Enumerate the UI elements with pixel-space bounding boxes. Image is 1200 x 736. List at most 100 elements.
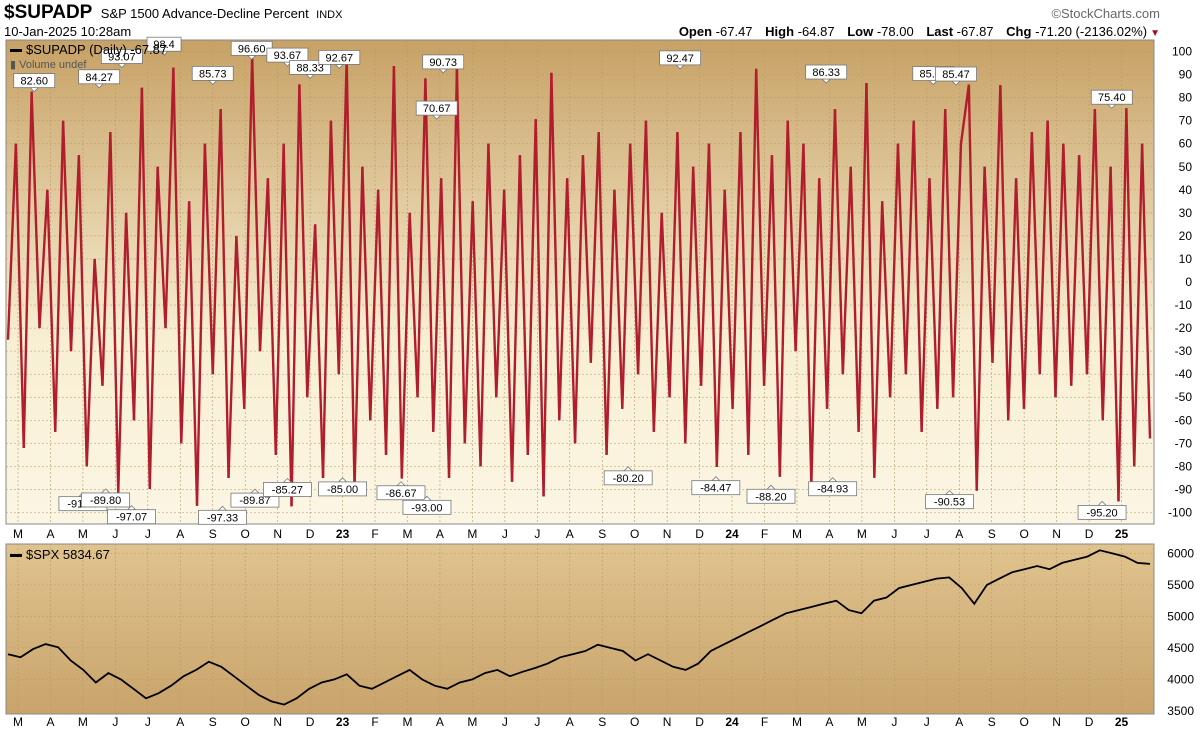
upper-x-tick-label: A xyxy=(825,527,833,541)
upper-x-tick-label: J xyxy=(924,527,930,541)
annotation-box xyxy=(266,47,309,63)
lower-series-line xyxy=(7,549,1151,706)
annotation-label: -80.20 xyxy=(613,473,644,485)
lower-plot-area xyxy=(5,543,1155,715)
annotation-box xyxy=(422,54,465,70)
upper-series-segment xyxy=(888,143,900,398)
lower-x-tick-label: D xyxy=(1085,715,1094,729)
upper-series-segment xyxy=(967,84,978,491)
upper-series-segment xyxy=(1046,120,1057,398)
annotation-label: -89.87 xyxy=(239,495,270,507)
annotation-label: 98.4 xyxy=(153,39,174,51)
upper-series-segment xyxy=(983,166,994,363)
upper-series-segment xyxy=(274,143,285,455)
upper-series-segment xyxy=(668,132,679,398)
annotation-label: -88.20 xyxy=(755,491,786,503)
upper-series-segment xyxy=(1062,143,1073,386)
lower-y-tick-label: 5500 xyxy=(1167,578,1194,592)
upper-series-segment xyxy=(384,66,396,455)
upper-x-tick-label: S xyxy=(209,527,217,541)
annotation-box xyxy=(1090,89,1133,105)
high-label: High xyxy=(765,24,795,39)
upper-series-segment xyxy=(755,68,766,386)
upper-series-segment xyxy=(1093,109,1104,421)
annotation-box xyxy=(107,509,156,525)
upper-series-segment xyxy=(581,155,593,363)
lower-x-tick-label: J xyxy=(534,715,540,729)
upper-x-tick-label: S xyxy=(988,527,996,541)
annotation-box xyxy=(935,66,977,82)
annotation-box xyxy=(415,100,458,116)
chart-header: $SUPADP S&P 1500 Advance-Decline Percent… xyxy=(4,2,342,24)
down-triangle-icon: ▼ xyxy=(1150,28,1160,39)
upper-series-segment xyxy=(739,132,750,455)
upper-series-segment xyxy=(896,143,908,375)
upper-series-segment xyxy=(747,68,758,455)
upper-series-segment xyxy=(991,84,1002,363)
annotation-label: 70.67 xyxy=(423,103,451,115)
upper-series-segment xyxy=(613,189,624,409)
upper-series-segment xyxy=(1133,143,1144,467)
upper-series-segment xyxy=(605,189,616,455)
annotation-label: 92.67 xyxy=(326,52,354,64)
upper-y-tick-label: -80 xyxy=(1175,459,1193,473)
annotation-box xyxy=(78,69,121,85)
annotation-label: -84.93 xyxy=(817,484,848,496)
annotation-label: 75.40 xyxy=(1098,92,1126,104)
upper-series-segment xyxy=(172,67,183,444)
upper-series-segment xyxy=(361,166,372,421)
upper-series-segment xyxy=(1022,132,1034,409)
lower-x-tick-label: N xyxy=(663,715,672,729)
upper-y-tick-label: 70 xyxy=(1179,114,1193,128)
lower-x-tick-label: F xyxy=(761,715,768,729)
annotation-label: 93.67 xyxy=(274,50,302,62)
upper-series-segment xyxy=(22,91,33,448)
upper-series-segment xyxy=(904,120,915,375)
upper-x-tick-label: M xyxy=(857,527,867,541)
upper-series-segment xyxy=(558,178,569,421)
upper-series-segment xyxy=(1117,108,1128,502)
upper-series-segment xyxy=(1085,109,1097,375)
upper-series-segment xyxy=(723,189,734,409)
upper-y-tick-label: 80 xyxy=(1179,91,1193,105)
lower-x-tick-label: F xyxy=(371,715,378,729)
upper-series-segment xyxy=(621,143,632,409)
upper-series-segment xyxy=(833,109,845,375)
annotation-label: 92.47 xyxy=(666,53,694,65)
upper-series-segment xyxy=(164,67,175,329)
upper-x-tick-label: 24 xyxy=(725,527,739,541)
upper-x-tick-label: M xyxy=(467,527,477,541)
lower-x-tick-label: J xyxy=(924,715,930,729)
upper-series-segment xyxy=(148,166,159,489)
brand-link[interactable]: ©StockCharts.com xyxy=(1051,6,1160,21)
annotation-box xyxy=(808,481,858,497)
last-label: Last xyxy=(926,24,954,39)
upper-series-segment xyxy=(455,68,466,444)
annotation-label: 85.47 xyxy=(942,69,970,81)
upper-series-segment xyxy=(400,212,411,479)
lower-legend: $SPX 5834.67 xyxy=(10,547,110,562)
upper-series-segment xyxy=(597,132,608,455)
upper-series-segment xyxy=(61,120,73,352)
annotation-box xyxy=(13,73,56,89)
upper-series-segment xyxy=(684,166,695,444)
upper-series-segment xyxy=(337,59,348,375)
upper-series-segment xyxy=(313,224,325,478)
upper-series-segment xyxy=(282,143,293,507)
upper-series-segment xyxy=(69,155,81,352)
low-value: -78.00 xyxy=(876,24,914,39)
lower-x-tick-label: M xyxy=(792,715,802,729)
lower-x-tick-label: A xyxy=(825,715,833,729)
upper-series-segment xyxy=(542,72,553,497)
upper-series-segment xyxy=(534,119,545,497)
upper-series-segment xyxy=(786,120,797,352)
upper-series-segment xyxy=(369,189,380,421)
annotation-label: -93.00 xyxy=(411,502,442,514)
upper-series-segment xyxy=(959,84,971,144)
upper-legend: $SUPADP (Daily) -67.87 xyxy=(10,42,167,57)
annotation-box xyxy=(318,50,361,65)
lower-y-tick-label: 5000 xyxy=(1167,609,1194,623)
upper-series-segment xyxy=(1038,120,1049,375)
upper-x-tick-label: N xyxy=(1052,527,1061,541)
upper-series-segment xyxy=(487,143,498,398)
